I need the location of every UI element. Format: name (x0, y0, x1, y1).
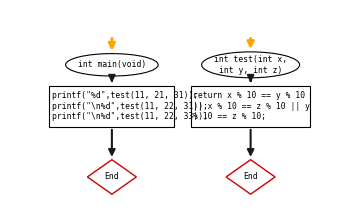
Text: int main(void): int main(void) (78, 60, 146, 69)
Text: End: End (243, 172, 258, 181)
Text: printf("%d",test(11, 21, 31));
printf("\n%d",test(11, 22, 31));
printf("\n%d",te: printf("%d",test(11, 21, 31)); printf("\… (52, 91, 208, 121)
Bar (191, 86, 311, 127)
Polygon shape (87, 160, 136, 194)
Text: return x % 10 == y % 10
|| x % 10 == z % 10 || y
% 10 == z % 10;: return x % 10 == y % 10 || x % 10 == z %… (193, 91, 311, 121)
Text: int test(int x,
int y, int z): int test(int x, int y, int z) (214, 55, 287, 75)
Polygon shape (226, 160, 275, 194)
Ellipse shape (66, 54, 158, 76)
Ellipse shape (202, 52, 300, 78)
Text: End: End (105, 172, 119, 181)
Bar (49, 86, 174, 127)
